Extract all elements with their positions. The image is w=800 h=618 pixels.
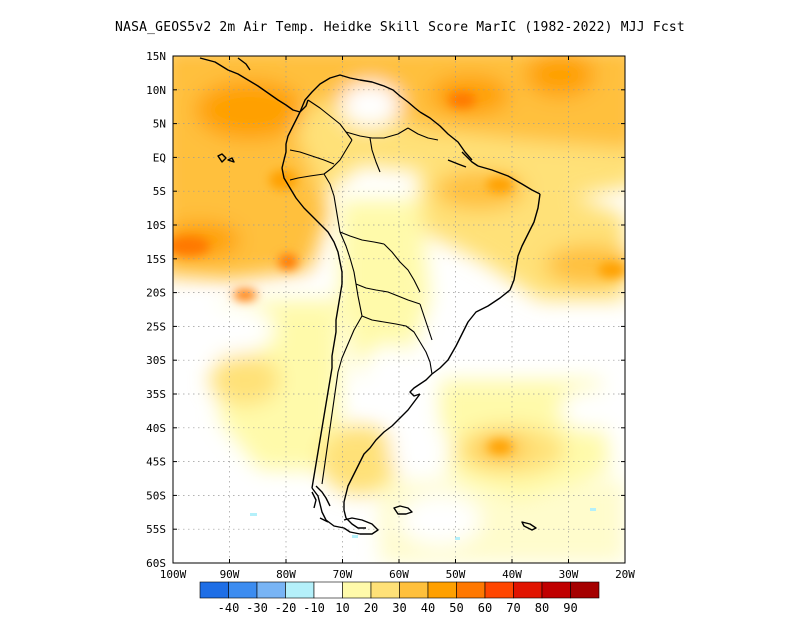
colorbar: -40 -30 -20 -10 10 20 30 40 50 60 70 80 … [199,581,600,615]
colorbar-swatch [484,581,514,599]
colorbar-label: -10 [303,601,325,615]
lon-label: 30W [559,568,579,581]
lon-label: 100W [160,568,187,581]
colorbar-swatch [342,581,372,599]
colorbar-swatch [313,581,343,599]
lon-label: 70W [333,568,353,581]
lat-label: 30S [146,354,166,367]
lon-label: 50W [446,568,466,581]
colorbar-swatch [285,581,315,599]
colorbar-label: 30 [392,601,406,615]
latitude-labels: 15N 10N 5N EQ 5S 10S 15S 20S 25S 30S 35S… [146,50,166,570]
lon-label: 40W [502,568,522,581]
colorbar-label: -20 [275,601,297,615]
colorbar-swatch [199,581,229,599]
lat-label: 10N [146,84,166,97]
graticule [173,56,625,563]
lat-label: 55S [146,523,166,536]
colorbar-swatch [570,581,600,599]
colorbar-label: 50 [449,601,463,615]
lon-label: 90W [220,568,240,581]
coastline-outline [199,57,541,535]
colorbar-swatch [427,581,457,599]
longitude-labels: 100W 90W 80W 70W 60W 50W 40W 30W 20W [160,568,636,581]
colorbar-label: 80 [535,601,549,615]
colorbar-swatch [256,581,286,599]
lat-label: 25S [146,320,166,333]
colorbar-label: -30 [246,601,268,615]
colorbar-label: 60 [478,601,492,615]
lat-label: 20S [146,287,166,300]
lat-label: 5S [153,185,166,198]
lat-label: 5N [153,118,166,131]
lat-label: 15S [146,253,166,266]
skill-score-shading [173,56,625,563]
colorbar-label: -40 [218,601,240,615]
colorbar-label: 90 [563,601,577,615]
lat-label: 60S [146,557,166,570]
colorbar-swatch [370,581,400,599]
lat-label: 40S [146,422,166,435]
lat-label: 35S [146,388,166,401]
lat-label: 15N [146,50,166,63]
colorbar-label: 70 [506,601,520,615]
colorbar-label: 40 [421,601,435,615]
colorbar-swatch [399,581,429,599]
lon-label: 80W [276,568,296,581]
colorbar-label: 20 [364,601,378,615]
colorbar-swatch [541,581,571,599]
colorbar-label: 10 [335,601,349,615]
axis-ticks [173,55,625,563]
lon-label: 60W [389,568,409,581]
lat-label: EQ [153,151,166,164]
map-title: NASA_GEOS5v2 2m Air Temp. Heidke Skill S… [115,20,685,35]
colorbar-swatch [513,581,543,599]
lat-label: 45S [146,456,166,469]
lon-label: 20W [615,568,635,581]
lat-label: 50S [146,489,166,502]
colorbar-swatch [228,581,258,599]
lat-label: 10S [146,219,166,232]
colorbar-swatch [456,581,486,599]
